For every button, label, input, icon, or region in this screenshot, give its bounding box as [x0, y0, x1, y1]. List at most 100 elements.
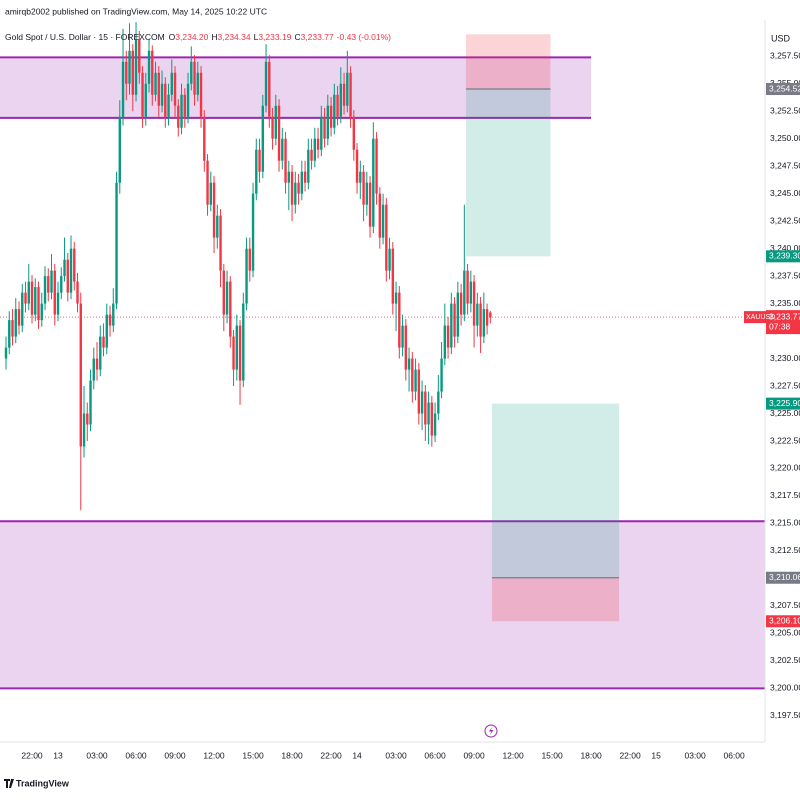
candle-body: [160, 83, 164, 106]
candle-body: [352, 116, 356, 150]
x-tick-label: 06:00: [723, 750, 745, 760]
target-zone: [465, 89, 551, 257]
candle-body: [17, 309, 21, 326]
candle-body: [63, 259, 66, 277]
candle-body: [281, 138, 284, 161]
candle-body: [102, 336, 105, 348]
candle-body: [157, 72, 160, 106]
candle-body: [53, 270, 56, 315]
brand-logo: TradingView: [4, 778, 70, 788]
candle-body: [398, 292, 401, 348]
countdown: 07:38: [769, 321, 791, 331]
y-tick-label: 3,257.50: [770, 51, 800, 61]
candle-body: [310, 149, 313, 161]
candle-body: [407, 358, 411, 370]
candle-body: [151, 50, 154, 95]
legend-change: -0.43 (-0.01%): [337, 32, 391, 42]
y-tick-label: 3,250.00: [770, 133, 800, 143]
candle-body: [212, 182, 216, 238]
candle-body: [108, 314, 112, 326]
candle-body: [339, 83, 343, 117]
candle-body: [144, 83, 147, 117]
candle-body: [294, 182, 297, 205]
x-tick-label: 14: [352, 750, 362, 760]
x-tick-label: 22:00: [619, 750, 641, 760]
candle-body: [433, 413, 437, 436]
candle-body: [342, 83, 346, 106]
candle-body: [115, 182, 118, 304]
candle-body: [326, 105, 330, 139]
symbol-tag-bg: [744, 311, 766, 324]
candle-body: [307, 149, 310, 183]
candle-body: [8, 320, 11, 348]
candle-body: [489, 312, 492, 318]
symbol-tag: XAUUSD: [746, 314, 775, 321]
candle-body: [459, 292, 463, 315]
candle-body: [216, 215, 219, 238]
candle-body: [180, 94, 183, 128]
candle-body: [30, 281, 34, 315]
x-tick-label: 09:00: [164, 750, 186, 760]
candle-body: [50, 270, 53, 293]
candle-body: [411, 358, 414, 392]
y-tick-label: 3,240.00: [770, 243, 800, 253]
candle-body: [420, 391, 424, 414]
candle-body: [427, 402, 430, 425]
x-tick-label: 09:00: [463, 750, 485, 760]
candle-body: [388, 248, 391, 271]
candle-body: [24, 292, 27, 304]
stop-tag: 3,206.10: [769, 616, 800, 626]
x-tick-label: 06:00: [125, 750, 147, 760]
candle-body: [453, 303, 456, 337]
candle-body: [258, 149, 261, 172]
candle-body: [203, 116, 206, 161]
candle-body: [183, 94, 186, 117]
candle-body: [417, 369, 421, 414]
entry-tag-bg: [766, 83, 800, 96]
candle-body: [138, 39, 141, 73]
y-tick-label: 3,215.00: [770, 518, 800, 528]
zone: [0, 57, 592, 118]
x-tick-label: 22:00: [21, 750, 43, 760]
candle-body: [251, 193, 255, 271]
currency: USD: [771, 33, 791, 43]
current-tag: 3,233.77: [769, 311, 800, 321]
y-tick-label: 3,252.50: [770, 105, 800, 115]
candle-body: [313, 138, 317, 161]
candle-body: [323, 116, 326, 139]
y-tick-label: 3,235.00: [770, 298, 800, 308]
candle-body: [73, 248, 76, 282]
candle-body: [186, 83, 190, 117]
candle-body: [333, 94, 336, 128]
candle-body: [121, 61, 125, 117]
y-tick-label: 3,222.50: [770, 435, 800, 445]
candle-body: [66, 259, 69, 293]
candle-body: [134, 39, 138, 95]
candle-body: [27, 281, 30, 304]
candle-body: [47, 276, 50, 293]
candle-body: [219, 215, 222, 271]
candle-body: [125, 61, 128, 84]
candle-body: [209, 182, 212, 205]
candle-body: [456, 292, 460, 337]
candle-body: [372, 138, 375, 227]
candle-body: [303, 171, 307, 183]
x-tick-label: 03:00: [86, 750, 108, 760]
x-tick-label: 18:00: [281, 750, 303, 760]
candle-body: [105, 314, 108, 348]
candle-body: [238, 325, 242, 381]
candle-body: [21, 292, 24, 326]
x-tick-label: 18:00: [580, 750, 602, 760]
candle-body: [248, 248, 251, 271]
candle-body: [173, 72, 177, 106]
candle-body: [404, 325, 408, 370]
candle-body: [437, 391, 440, 414]
plot-area: [0, 22, 765, 690]
candle-body: [264, 61, 268, 106]
candle-body: [147, 50, 151, 84]
candle-body: [368, 182, 372, 227]
candle-body: [177, 105, 180, 128]
candle-body: [469, 281, 473, 304]
candle-body: [242, 303, 245, 381]
